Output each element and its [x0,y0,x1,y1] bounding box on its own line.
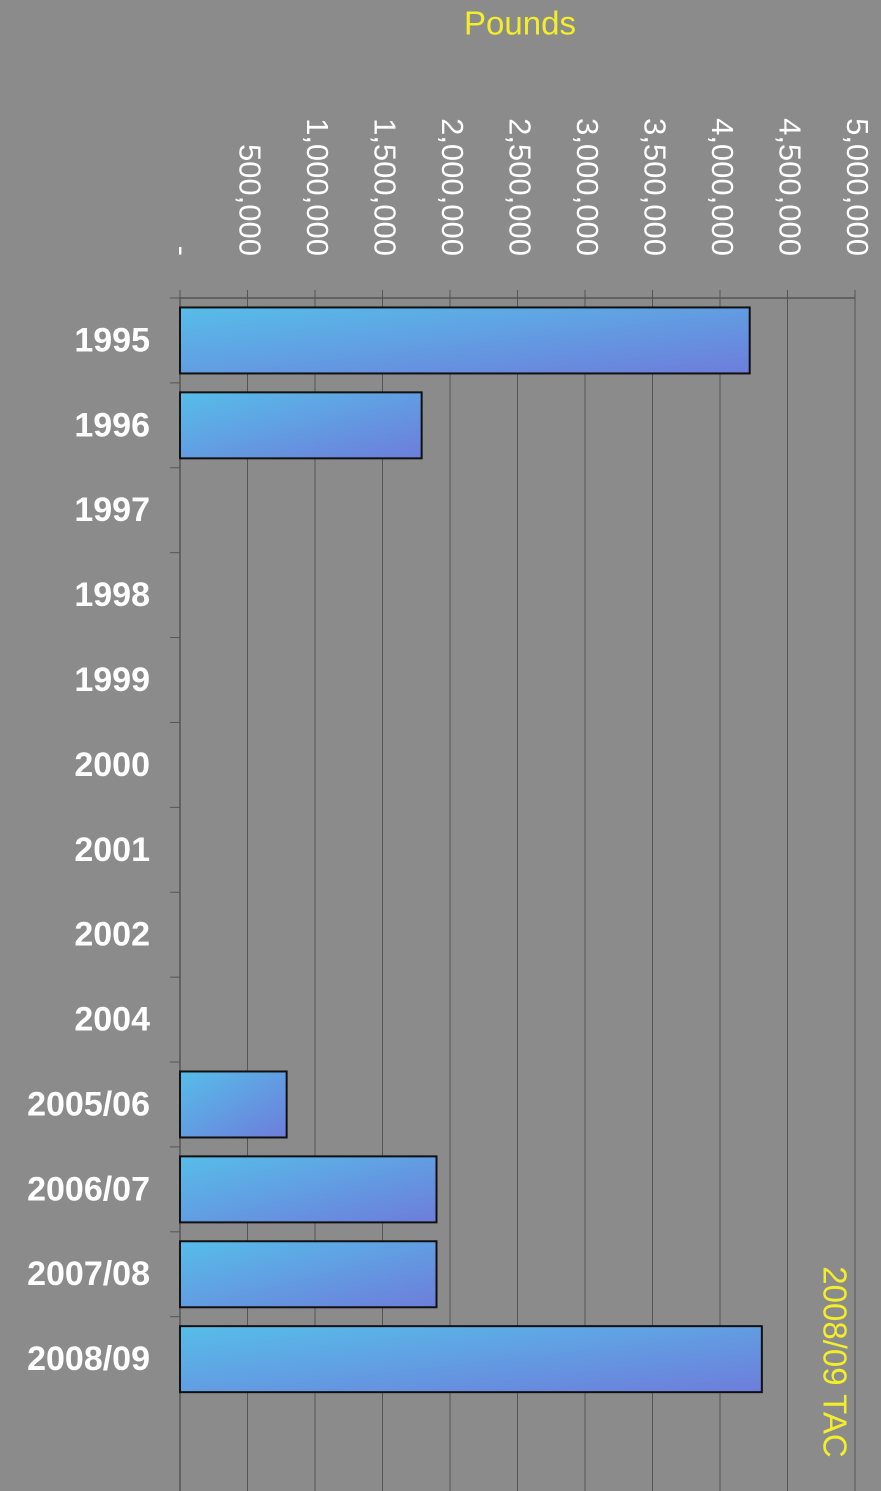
annotation: 2008/09 TAC [816,1266,853,1457]
bar [179,391,423,460]
x-tick-label: 2,000,000 [435,118,470,256]
x-tick-label: 500,000 [232,144,267,256]
x-tick-label: - [165,246,200,256]
bar [179,1325,763,1394]
y-tick-label: 1996 [74,406,150,444]
x-tick-label: 4,500,000 [772,118,807,256]
x-tick-label: 5,000,000 [840,118,875,256]
x-tick-label: 2,500,000 [502,118,537,256]
x-tick-label: 3,000,000 [570,118,605,256]
y-tick-label: 2006/07 [27,1170,150,1208]
y-tick-label: 2004 [74,1001,150,1039]
x-tick-label: 4,000,000 [705,118,740,256]
bar [179,306,751,375]
y-tick-label: 2002 [74,916,150,954]
bar [179,1155,438,1224]
y-tick-label: 2001 [74,831,150,869]
x-tick-label: 1,500,000 [367,118,402,256]
y-tick-label: 2008/09 [27,1340,150,1378]
y-tick-label: 1997 [74,491,150,529]
y-tick-label: 2007/08 [27,1255,150,1293]
y-tick-label: 1998 [74,576,150,614]
x-tick-label: 3,500,000 [637,118,672,256]
y-tick-label: 1999 [74,661,150,699]
y-tick-label: 1995 [74,321,150,359]
bar [179,1070,288,1139]
y-tick-label: 2000 [74,746,150,784]
axis-title: Pounds [464,5,576,42]
x-tick-label: 1,000,000 [300,118,335,256]
bar [179,1240,438,1309]
y-tick-label: 2005/06 [27,1085,150,1123]
